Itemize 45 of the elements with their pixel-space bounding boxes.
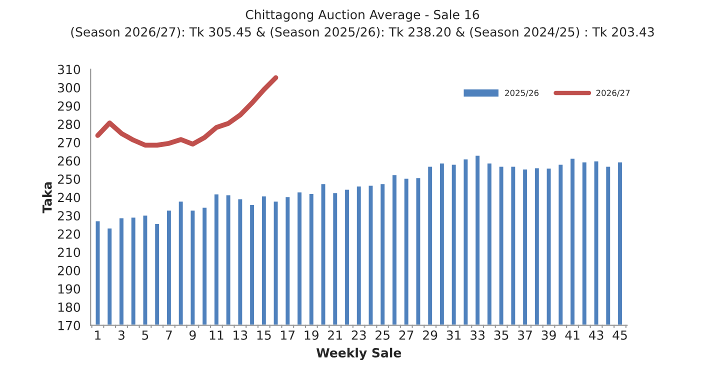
y-tick-label: 180 xyxy=(58,302,80,312)
x-tick-label: 23 xyxy=(352,330,366,340)
y-tick-label: 280 xyxy=(58,120,80,130)
y-tick-label: 260 xyxy=(58,156,80,166)
x-tick-label: 25 xyxy=(376,330,390,340)
y-tick-label: 240 xyxy=(58,192,80,202)
x-tick-label: 45 xyxy=(612,330,627,340)
chart-subtitle: (Season 2026/27): Tk 305.45 & (Season 2025/26): Tk 238.20 & (Season 2024/25) : Tk 203.43 xyxy=(71,26,654,38)
x-tick-label: 41 xyxy=(565,330,580,340)
y-tick-label: 210 xyxy=(58,248,80,258)
y-tick-label: 190 xyxy=(58,284,80,294)
x-tick-label: 19 xyxy=(304,330,318,340)
x-tick-label: 11 xyxy=(210,330,224,340)
x-tick-label: 9 xyxy=(190,330,196,340)
x-tick-label: 15 xyxy=(257,330,271,340)
y-tick-label: 230 xyxy=(58,211,80,221)
y-axis-title: Taka xyxy=(42,182,52,214)
legend-label: 2025/26 xyxy=(505,90,539,97)
y-tick-label: 250 xyxy=(58,174,80,184)
x-tick-label: 1 xyxy=(95,330,101,340)
x-tick-label: 27 xyxy=(399,330,414,340)
x-tick-label: 3 xyxy=(118,330,124,340)
y-tick-label: 200 xyxy=(58,266,80,276)
x-tick-label: 35 xyxy=(494,330,508,340)
x-tick-label: 43 xyxy=(588,330,604,340)
x-tick-label: 37 xyxy=(518,330,532,340)
line-series xyxy=(95,75,278,148)
y-tick-label: 300 xyxy=(58,83,80,93)
x-axis-title: Weekly Sale xyxy=(316,348,402,360)
chart-title: Chittagong Auction Average - Sale 16 xyxy=(246,10,480,22)
x-tick-label: 5 xyxy=(142,330,148,340)
x-tick-label: 17 xyxy=(281,330,295,340)
x-tick-label: 7 xyxy=(166,330,172,340)
legend-label: 2026/27 xyxy=(596,90,630,97)
x-tick-label: 31 xyxy=(446,330,461,340)
x-tick-label: 29 xyxy=(423,330,438,340)
x-tick-label: 33 xyxy=(470,330,485,340)
y-tick-label: 170 xyxy=(58,320,80,330)
y-tick-label: 220 xyxy=(58,229,80,239)
y-tick-label: 270 xyxy=(58,138,80,148)
x-tick-label: 39 xyxy=(542,330,556,340)
y-tick-label: 310 xyxy=(58,64,80,74)
x-tick-label: 13 xyxy=(234,330,248,340)
x-tick-label: 21 xyxy=(328,330,342,340)
y-tick-label: 290 xyxy=(58,101,80,111)
